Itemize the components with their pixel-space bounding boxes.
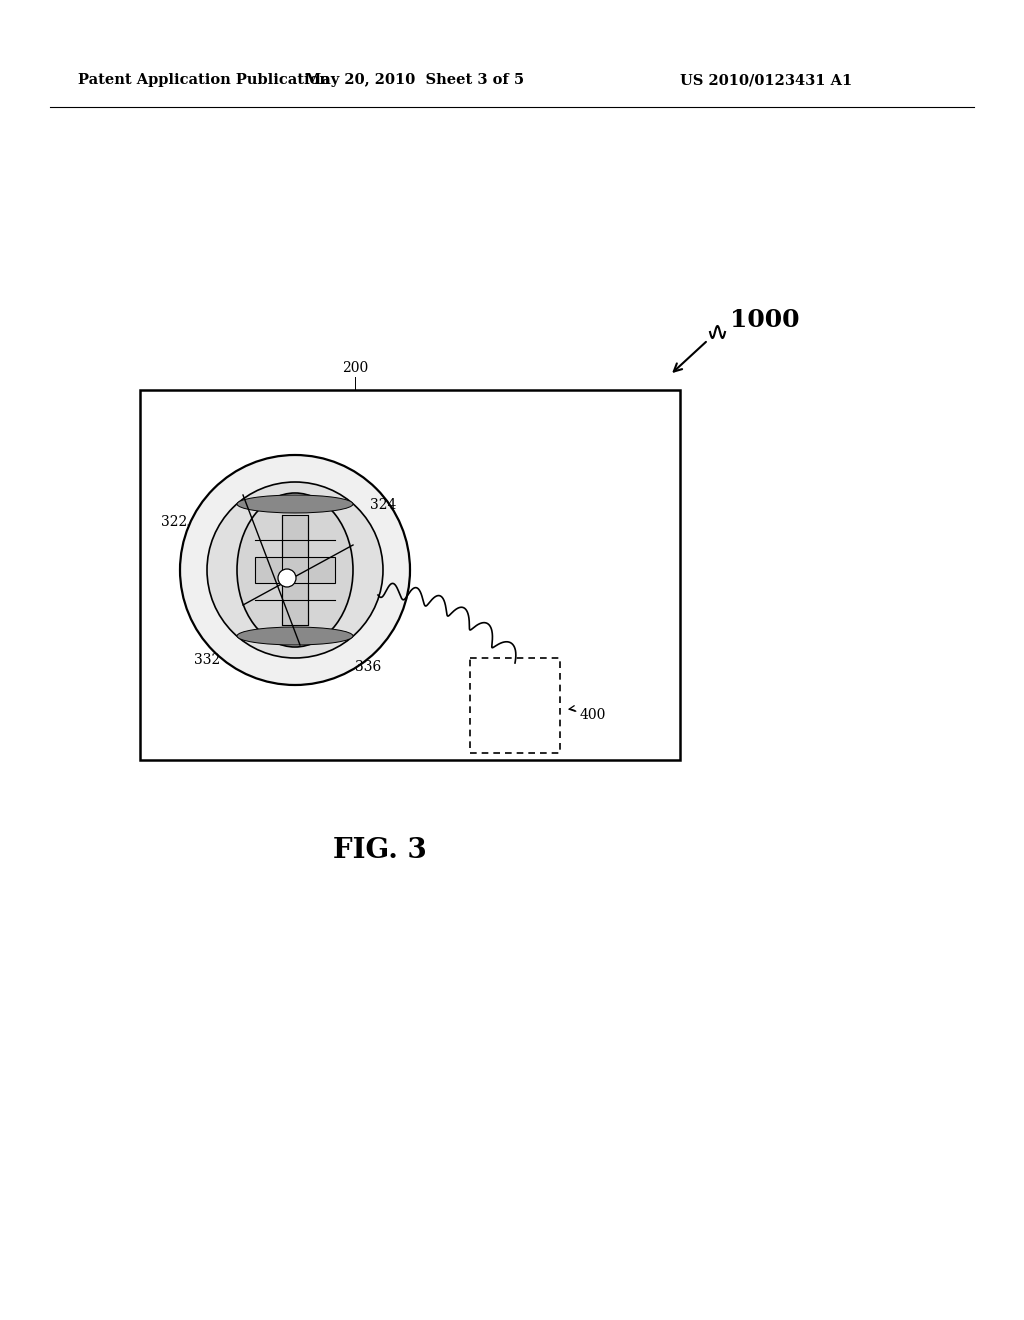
Ellipse shape: [237, 627, 353, 645]
Bar: [470, 657, 560, 752]
Circle shape: [207, 482, 383, 657]
Text: 322: 322: [161, 515, 187, 529]
Text: 400: 400: [580, 708, 606, 722]
Text: 332: 332: [194, 653, 220, 667]
Bar: [255, 557, 335, 583]
Bar: [282, 515, 308, 624]
Circle shape: [278, 569, 296, 587]
Ellipse shape: [237, 495, 353, 513]
Text: FIG. 3: FIG. 3: [333, 837, 427, 863]
Text: US 2010/0123431 A1: US 2010/0123431 A1: [680, 73, 852, 87]
Text: Patent Application Publication: Patent Application Publication: [78, 73, 330, 87]
Text: 336: 336: [355, 660, 381, 675]
Text: May 20, 2010  Sheet 3 of 5: May 20, 2010 Sheet 3 of 5: [305, 73, 524, 87]
Text: 324: 324: [370, 498, 396, 512]
Ellipse shape: [237, 492, 353, 647]
Circle shape: [180, 455, 410, 685]
Bar: [140, 389, 680, 760]
Text: 200: 200: [342, 360, 368, 375]
Text: 1000: 1000: [730, 308, 800, 333]
